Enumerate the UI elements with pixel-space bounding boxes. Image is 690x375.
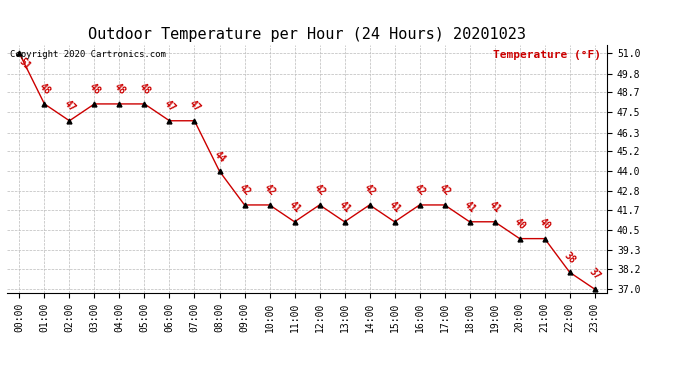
Text: 48: 48 (112, 82, 127, 97)
Text: 42: 42 (362, 183, 377, 198)
Text: 42: 42 (262, 183, 277, 198)
Text: 48: 48 (37, 82, 52, 97)
Text: 37: 37 (587, 267, 602, 282)
Text: 42: 42 (312, 183, 327, 198)
Text: 47: 47 (161, 99, 177, 114)
Text: 40: 40 (512, 216, 527, 232)
Text: 48: 48 (137, 82, 152, 97)
Text: 40: 40 (537, 216, 553, 232)
Text: 41: 41 (462, 200, 477, 215)
Text: 41: 41 (487, 200, 502, 215)
Text: 44: 44 (212, 149, 227, 164)
Text: 47: 47 (61, 99, 77, 114)
Text: 42: 42 (437, 183, 453, 198)
Text: 47: 47 (187, 99, 202, 114)
Text: 42: 42 (412, 183, 427, 198)
Text: 41: 41 (287, 200, 302, 215)
Text: 42: 42 (237, 183, 253, 198)
Text: 48: 48 (87, 82, 102, 97)
Text: 41: 41 (337, 200, 353, 215)
Text: 51: 51 (17, 56, 32, 72)
Text: 38: 38 (562, 250, 578, 266)
Text: 41: 41 (387, 200, 402, 215)
Text: Copyright 2020 Cartronics.com: Copyright 2020 Cartronics.com (10, 50, 166, 59)
Title: Outdoor Temperature per Hour (24 Hours) 20201023: Outdoor Temperature per Hour (24 Hours) … (88, 27, 526, 42)
Text: Temperature (°F): Temperature (°F) (493, 50, 601, 60)
